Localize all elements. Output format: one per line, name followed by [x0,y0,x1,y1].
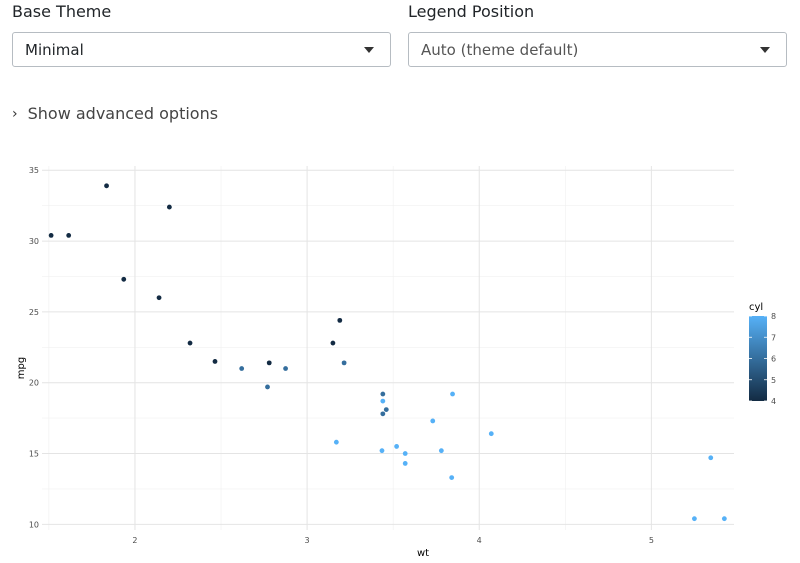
legend-colorbar [749,316,767,401]
plot-grid [42,166,734,530]
y-tick-label: 35 [29,166,39,175]
data-point [379,448,385,454]
legend-tick-label: 7 [771,333,776,342]
data-point [337,317,343,323]
x-tick-label: 5 [649,536,654,545]
y-tick-label: 10 [29,520,39,529]
chevron-right-icon: › [12,105,18,122]
data-point [488,431,494,437]
data-point [283,366,288,371]
data-point [156,295,162,301]
data-point [341,360,347,366]
data-point [380,411,386,417]
data-point [212,359,218,364]
chevron-down-icon [364,47,374,53]
data-point [394,444,400,449]
data-point [430,418,436,424]
data-point [402,461,408,466]
chevron-down-icon [760,47,770,53]
color-legend: cyl 4 5 6 7 8 [749,302,776,406]
data-point [708,455,714,461]
data-point [66,233,72,238]
data-point [449,475,455,480]
data-point [380,398,386,404]
x-tick-label: 2 [132,536,137,545]
data-point [48,233,54,238]
data-point [380,391,386,397]
y-tick-label: 25 [29,308,39,317]
base-theme-value: Minimal [25,40,84,59]
data-point [166,204,172,210]
data-point [402,451,408,456]
scatter-plot: 2 3 4 5 10 15 20 25 30 35 wt mpg cyl 4 5 6 7 8 [16,166,776,559]
y-tick-label: 15 [29,450,39,459]
data-point [438,448,444,454]
legend-position-label: Legend Position [408,2,535,21]
data-point [265,384,270,390]
x-tick-label: 3 [305,536,310,545]
legend-title: cyl [749,302,763,313]
data-point [383,407,389,413]
data-point [187,340,193,346]
y-tick-label: 20 [29,379,39,388]
data-point [266,360,272,366]
advanced-options-label: Show advanced options [27,104,219,123]
legend-position-select[interactable]: Auto (theme default) [408,32,787,67]
data-point [333,439,339,445]
base-theme-select[interactable]: Minimal [12,32,391,67]
base-theme-label: Base Theme [12,2,112,21]
legend-position-value: Auto (theme default) [421,40,579,59]
data-point [330,340,336,346]
x-tick-label: 4 [477,536,482,545]
data-point [692,516,697,522]
data-point [121,276,127,282]
data-point [721,516,727,522]
data-point [450,391,455,397]
legend-tick-label: 4 [771,397,776,406]
advanced-options-toggle[interactable]: › Show advanced options [12,104,218,123]
y-tick-label: 30 [29,237,39,246]
legend-tick-label: 5 [771,376,776,385]
plot-points [48,183,727,522]
legend-tick-label: 8 [771,312,776,321]
data-point [239,366,245,371]
x-axis-title: wt [417,548,429,559]
y-axis-title: mpg [16,357,27,379]
data-point [104,183,109,189]
axis-ticks: 2 3 4 5 10 15 20 25 30 35 [29,166,654,545]
legend-tick-label: 6 [771,355,776,364]
